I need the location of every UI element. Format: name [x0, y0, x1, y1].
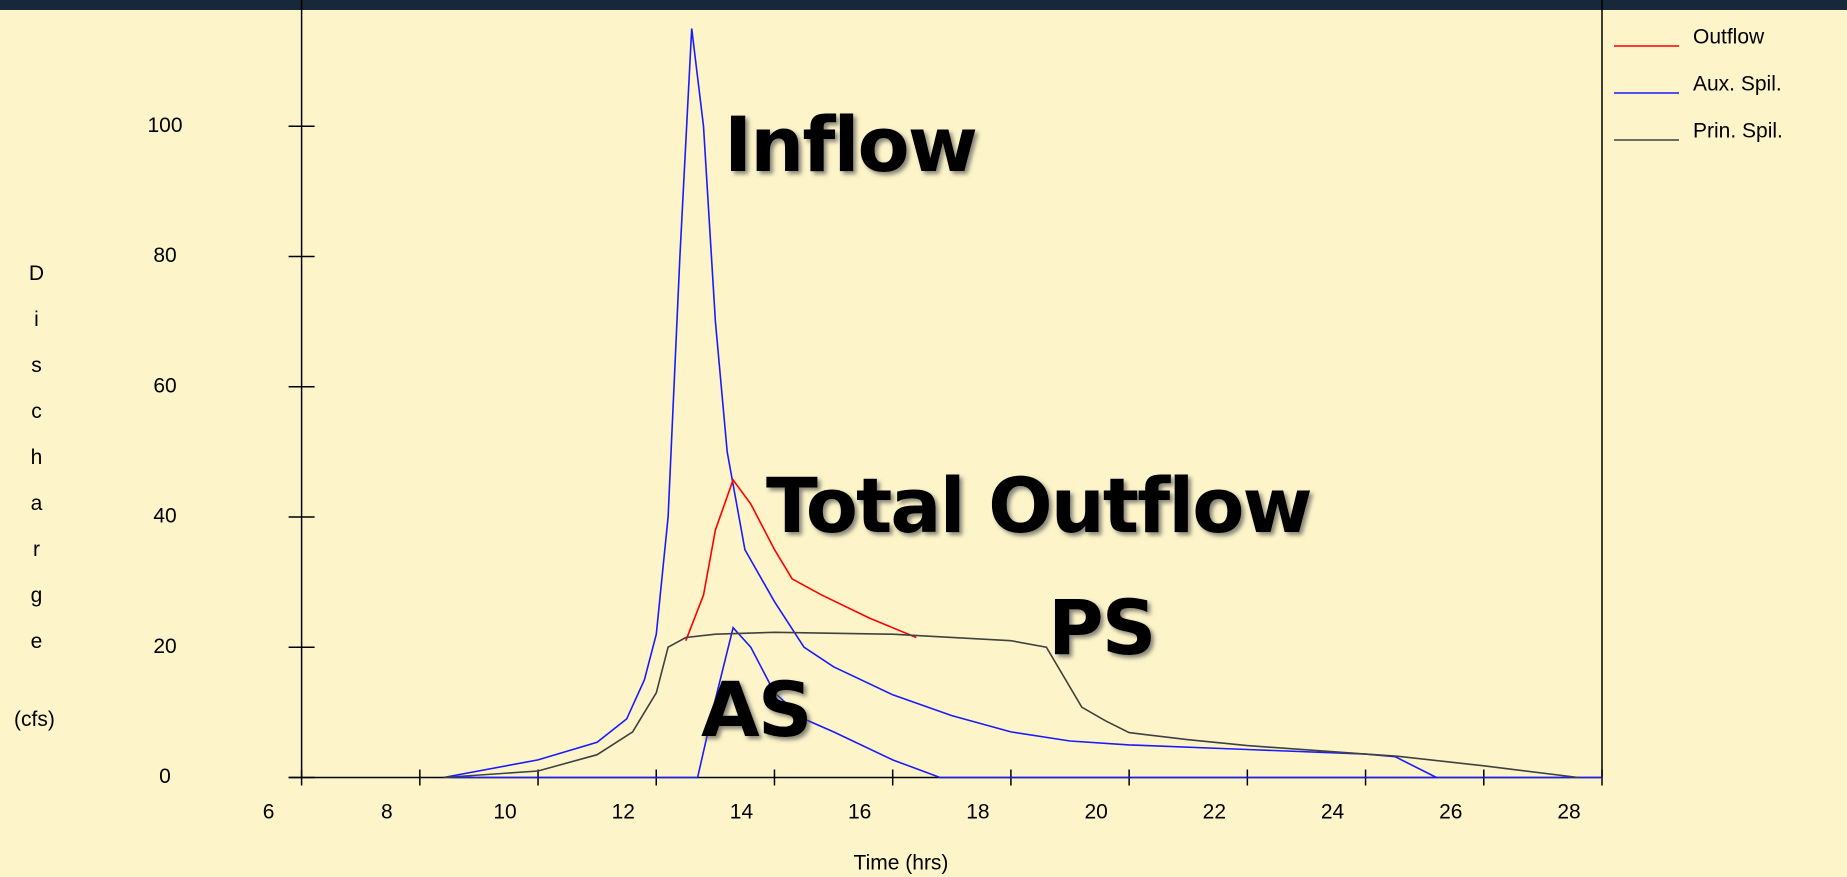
x-axis-label: Time (hrs) — [854, 852, 949, 875]
x-tick-label: 10 — [493, 801, 516, 824]
x-tick-label: 22 — [1203, 801, 1226, 824]
header-band — [0, 0, 1847, 10]
y-tick-label: 60 — [153, 374, 176, 397]
legend-label: Prin. Spil. — [1693, 120, 1783, 143]
y-tick-label: 100 — [147, 114, 182, 137]
series-line — [443, 631, 1579, 779]
y-tick-label: 80 — [153, 244, 176, 267]
x-tick-label: 14 — [730, 801, 754, 824]
x-tick-label: 24 — [1321, 801, 1345, 824]
x-tick-label: 20 — [1084, 801, 1107, 824]
x-tick-label: 28 — [1557, 801, 1580, 824]
x-tick-label: 12 — [612, 801, 635, 824]
y-tick-label: 20 — [153, 635, 176, 658]
series-line — [685, 478, 917, 641]
y-tick-label: 40 — [153, 505, 176, 528]
annotation: Total Outflow — [766, 461, 1311, 550]
legend-label: Aux. Spil. — [1693, 73, 1782, 96]
annotation: Inflow — [724, 100, 976, 189]
x-tick-label: 8 — [381, 801, 393, 824]
series-line — [443, 28, 1437, 779]
y-axis-label: Discharge — [25, 262, 48, 676]
series-line — [449, 626, 1602, 779]
x-tick-label: 26 — [1439, 801, 1462, 824]
annotation: PS — [1048, 583, 1154, 672]
y-axis-unit: (cfs) — [14, 708, 55, 731]
y-tick-label: 0 — [159, 765, 171, 788]
annotation: AS — [701, 665, 811, 754]
x-tick-label: 16 — [848, 801, 871, 824]
legend-label: Outflow — [1693, 26, 1765, 49]
x-tick-label: 18 — [966, 801, 989, 824]
x-tick-label: 6 — [263, 801, 275, 824]
